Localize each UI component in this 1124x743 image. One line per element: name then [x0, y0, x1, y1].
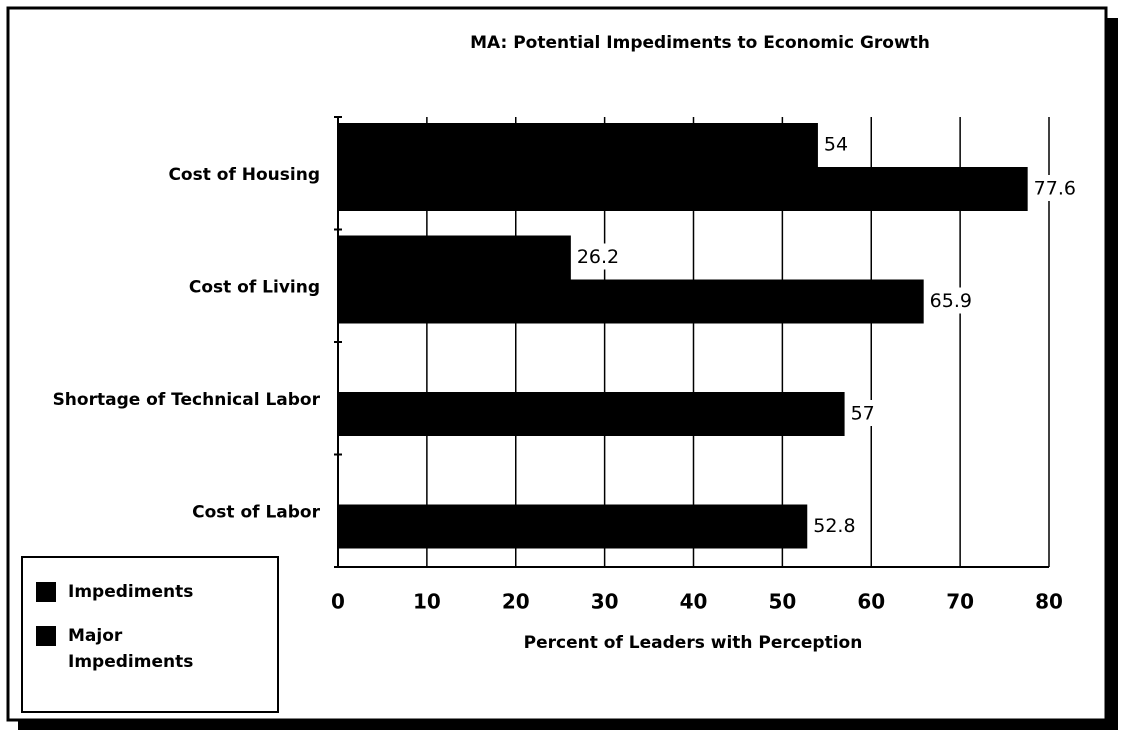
value-label: 26.2	[577, 246, 619, 268]
value-label-bg	[925, 287, 974, 314]
x-tick-label: 40	[680, 590, 708, 614]
bar	[338, 504, 808, 549]
x-tick-label: 30	[591, 590, 619, 614]
value-label-bg	[819, 131, 868, 157]
bar	[338, 279, 924, 324]
x-tick-label: 10	[413, 590, 441, 614]
y-tick-label: Cost of Living	[189, 278, 320, 298]
x-tick-label: 50	[768, 590, 796, 614]
legend-label: Major Impediments	[68, 626, 193, 672]
x-tick-label: 0	[331, 590, 345, 614]
y-tick-label: Cost of Labor	[192, 503, 320, 523]
value-label: 52.8	[813, 515, 855, 537]
value-label-bg	[572, 243, 621, 270]
bar	[338, 123, 818, 167]
value-label: 54	[824, 134, 848, 156]
value-label-bg	[1029, 175, 1078, 201]
value-label-bg	[809, 512, 858, 539]
legend-swatch	[36, 582, 56, 602]
legend-swatch	[36, 626, 56, 646]
x-tick-label: 70	[946, 590, 974, 614]
y-tick-label: Shortage of Technical Labor	[53, 390, 321, 410]
x-axis-label: Percent of Leaders with Perception	[524, 633, 863, 653]
x-tick-label: 20	[502, 590, 530, 614]
chart-title: MA: Potential Impediments to Economic Gr…	[470, 33, 930, 53]
value-label: 65.9	[930, 290, 972, 312]
legend	[21, 556, 279, 713]
bar	[338, 167, 1028, 211]
value-label: 57	[851, 403, 875, 425]
x-tick-label: 80	[1035, 590, 1063, 614]
legend-label: Impediments	[68, 582, 193, 602]
value-label-bg	[846, 400, 895, 426]
bar	[338, 392, 845, 436]
bar	[338, 235, 571, 280]
y-tick-label: Cost of Housing	[168, 165, 320, 185]
value-label: 77.6	[1034, 178, 1076, 200]
x-tick-label: 60	[857, 590, 885, 614]
